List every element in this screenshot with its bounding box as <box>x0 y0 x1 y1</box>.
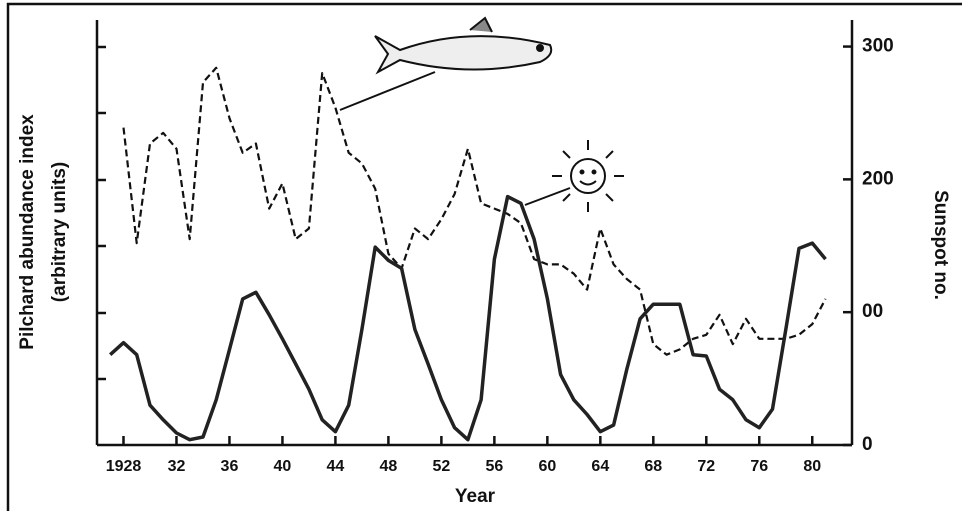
x-tick-label: 68 <box>644 458 662 475</box>
x-label: Year <box>455 486 496 507</box>
data-line <box>124 68 826 355</box>
y2-tick-label: 00 <box>862 301 883 322</box>
x-tick-label: 52 <box>432 458 450 475</box>
fish-icon <box>340 18 551 110</box>
x-tick-label: 80 <box>803 458 821 475</box>
sun-icon <box>525 140 624 212</box>
y2-tick-label: 300 <box>862 36 894 57</box>
x-tick-label: 72 <box>697 458 715 475</box>
y-label: Pilchard abundance index <box>17 114 38 350</box>
x-tick-label: 56 <box>485 458 503 475</box>
y2-tick-label: 0 <box>862 434 873 455</box>
x-tick-label: 48 <box>380 458 398 475</box>
x-tick-label: 40 <box>274 458 292 475</box>
x-tick-label: 60 <box>538 458 556 475</box>
chart: Pilchard abundance index (arbitrary unit… <box>0 0 962 511</box>
left-ticks <box>97 47 106 379</box>
x-tick-label: 32 <box>168 458 186 475</box>
frame <box>8 4 962 511</box>
x-tick-label: 44 <box>327 458 345 475</box>
y2-tick-label: 200 <box>862 168 894 189</box>
x-tick-label: 64 <box>591 458 609 475</box>
x-tick-label: 1928 <box>106 458 142 475</box>
x-tick-label: 76 <box>750 458 768 475</box>
y2-label: Sunspot no. <box>930 190 951 300</box>
y-label: (arbitrary units) <box>49 162 70 302</box>
x-tick-label: 36 <box>221 458 239 475</box>
